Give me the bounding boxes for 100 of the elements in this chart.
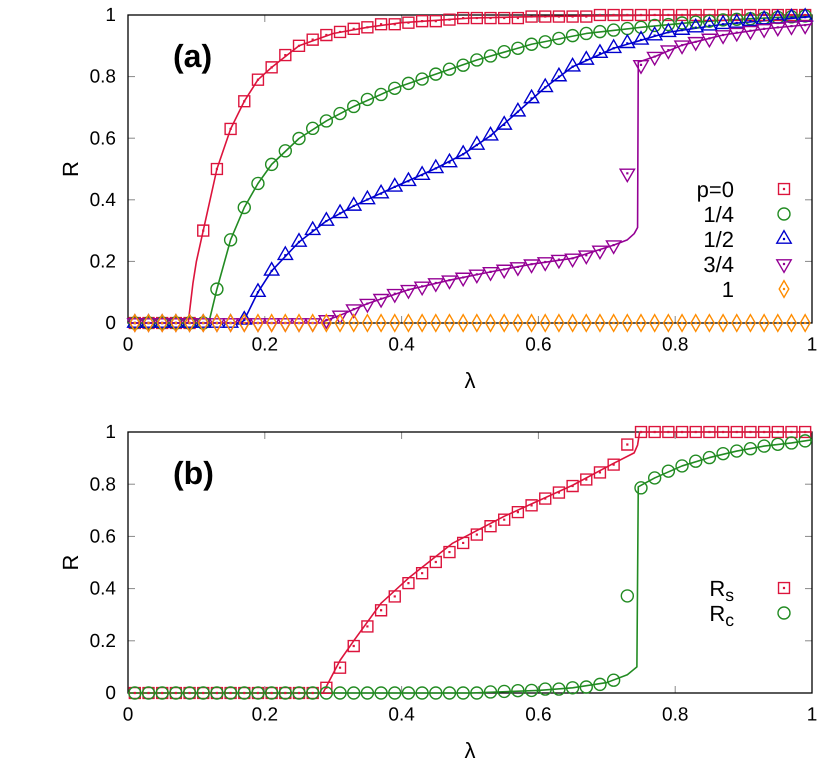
point	[580, 10, 592, 23]
point	[580, 26, 593, 40]
point	[429, 67, 442, 81]
point	[552, 32, 566, 46]
y-tick-label: 0.8	[90, 474, 116, 496]
point	[634, 20, 648, 34]
point	[552, 682, 566, 696]
point	[347, 686, 360, 700]
point	[690, 8, 702, 22]
point	[498, 514, 510, 526]
point	[374, 18, 388, 30]
legend-label: 3/4	[703, 252, 734, 277]
point	[648, 18, 662, 32]
point	[348, 640, 360, 652]
point	[703, 8, 716, 22]
y-tick-label: 0.6	[90, 128, 116, 150]
point	[320, 682, 333, 694]
point	[634, 481, 648, 495]
y-tick-label: 1	[105, 422, 116, 444]
point	[511, 684, 525, 698]
point	[594, 466, 606, 479]
point	[772, 426, 784, 438]
point	[210, 282, 224, 296]
point	[470, 12, 484, 24]
legend-label: 1/4	[703, 202, 734, 227]
point	[634, 8, 648, 22]
x-tick-label: 0.4	[388, 334, 416, 356]
point	[442, 62, 456, 76]
point	[334, 26, 346, 38]
point	[648, 426, 661, 438]
point	[484, 12, 497, 24]
point	[703, 426, 716, 438]
point	[716, 446, 730, 460]
point	[552, 486, 566, 499]
point	[470, 686, 484, 700]
point	[621, 8, 634, 22]
point	[580, 680, 593, 694]
point	[662, 8, 675, 22]
point	[771, 438, 784, 451]
point	[320, 686, 334, 700]
point	[251, 176, 265, 190]
point	[429, 686, 442, 700]
point	[566, 28, 580, 42]
y-tick-label: 0	[105, 313, 116, 334]
x-tick-label: 0.8	[662, 704, 688, 726]
legend-label: 1	[722, 277, 734, 302]
point	[716, 426, 730, 438]
point	[265, 61, 278, 74]
point	[702, 14, 716, 28]
point	[758, 426, 770, 438]
point	[566, 10, 579, 23]
point	[662, 464, 676, 478]
y-tick-label: 0.2	[90, 251, 116, 272]
point	[430, 556, 442, 568]
x-tick-label: 0	[122, 704, 134, 726]
x-tick-label: 0.4	[388, 704, 416, 726]
point	[456, 58, 470, 72]
point	[784, 436, 798, 450]
point	[388, 18, 401, 30]
point	[498, 44, 511, 58]
point	[224, 122, 237, 136]
point	[292, 132, 306, 146]
point	[744, 426, 757, 438]
point	[348, 22, 360, 36]
point	[607, 458, 620, 471]
point	[306, 122, 320, 136]
point	[470, 53, 484, 67]
point	[224, 233, 238, 247]
point	[552, 10, 566, 23]
point	[470, 528, 484, 541]
point	[538, 682, 552, 696]
point	[621, 438, 634, 451]
point	[511, 42, 525, 55]
x-tick-label: 0.2	[252, 704, 278, 726]
point	[442, 686, 456, 700]
point	[634, 426, 648, 438]
y-tick-label: 0	[105, 683, 116, 704]
x-tick-label: 0.6	[525, 334, 552, 356]
x-axis-title: λ	[464, 738, 476, 763]
point	[197, 224, 210, 237]
point	[524, 684, 538, 698]
y-tick-label: 0.8	[90, 66, 116, 88]
point	[675, 459, 689, 473]
point	[716, 8, 730, 22]
point	[443, 13, 456, 26]
point	[594, 8, 606, 22]
point	[374, 604, 388, 616]
point	[388, 590, 401, 603]
point	[580, 473, 592, 486]
point	[456, 12, 470, 24]
annotation: (b)	[173, 455, 214, 491]
x-tick-label: 0.2	[252, 334, 278, 356]
point	[320, 114, 334, 128]
point	[538, 35, 552, 48]
point	[238, 95, 250, 108]
point	[593, 24, 607, 38]
point	[702, 450, 716, 464]
point	[292, 40, 306, 52]
y-tick-label: 0.4	[90, 578, 116, 600]
point	[210, 162, 224, 176]
